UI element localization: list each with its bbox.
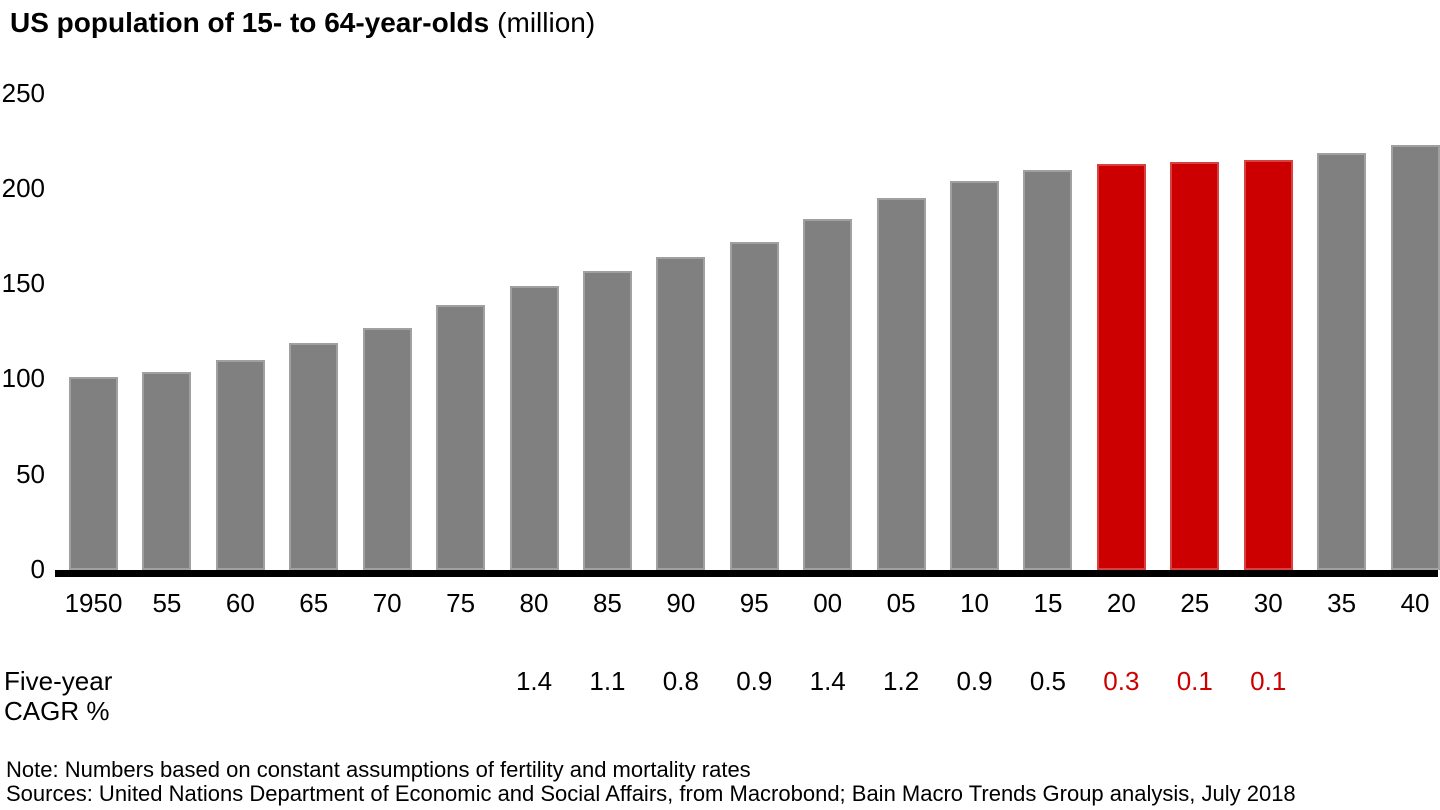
note-text: Note: Numbers based on constant assumpti…: [6, 757, 751, 782]
bar-70: [362, 327, 412, 570]
bar-15: [1023, 169, 1073, 570]
x-axis-line: [55, 570, 1438, 577]
bar-85: [582, 270, 632, 570]
x-axis-label-95: 95: [739, 588, 769, 618]
x-axis-label-60: 60: [225, 588, 255, 618]
y-axis-tick-label: 200: [1, 172, 45, 203]
cagr-row-label-line1: Five-year: [4, 666, 113, 696]
y-axis-tick-label: 250: [1, 77, 45, 108]
bar-40: [1390, 144, 1440, 570]
y-axis-tick-label: 50: [16, 458, 45, 489]
x-axis-label-65: 65: [299, 588, 329, 618]
x-axis-label-10: 10: [960, 588, 989, 618]
bar-25: [1170, 162, 1220, 570]
bar-20: [1096, 164, 1146, 570]
x-axis-label-20: 20: [1106, 588, 1136, 618]
bar-35: [1317, 152, 1367, 570]
x-axis-label-90: 90: [666, 588, 696, 618]
bar-10: [950, 181, 1000, 570]
x-axis-label-15: 15: [1033, 588, 1063, 618]
bar-05: [876, 198, 926, 570]
x-axis-label-30: 30: [1253, 588, 1283, 618]
bar-30: [1243, 160, 1293, 570]
x-axis-label-35: 35: [1327, 588, 1357, 618]
bar-75: [436, 305, 486, 570]
cagr-value-95: 0.9: [736, 666, 773, 696]
bar-95: [729, 242, 779, 570]
bar-90: [656, 257, 706, 570]
y-axis-tick-label: 100: [1, 363, 45, 394]
sources-text: Sources: United Nations Department of Ec…: [6, 781, 1296, 806]
cagr-row-label: Five-year CAGR %: [4, 666, 112, 726]
chart-title-main: US population of 15- to 64-year-olds: [10, 7, 490, 38]
x-axis-label-1950: 1950: [64, 588, 123, 618]
bar-1950: [69, 377, 118, 570]
chart-title: US population of 15- to 64-year-olds (mil…: [10, 6, 595, 40]
bar-60: [215, 360, 265, 570]
cagr-value-90: 0.8: [662, 666, 699, 696]
x-axis-label-55: 55: [152, 588, 182, 618]
bar-80: [509, 286, 559, 570]
x-axis-label-40: 40: [1400, 588, 1430, 618]
x-axis-label-05: 05: [886, 588, 916, 618]
cagr-value-30: 0.1: [1250, 666, 1287, 696]
cagr-value-80: 1.4: [515, 666, 553, 696]
cagr-value-85: 1.1: [589, 666, 626, 696]
x-axis-label-80: 80: [519, 588, 549, 618]
y-axis-tick-label: 0: [30, 554, 45, 584]
cagr-value-15: 0.5: [1029, 666, 1067, 696]
cagr-value-05: 1.2: [883, 666, 920, 696]
x-axis-label-85: 85: [592, 588, 622, 618]
x-axis-label-70: 70: [372, 588, 402, 618]
cagr-value-00: 1.4: [809, 666, 846, 696]
bar-55: [142, 371, 192, 570]
chart-title-unit: (million): [497, 7, 596, 38]
x-axis-label-00: 00: [813, 588, 843, 618]
x-axis-label-25: 25: [1180, 588, 1210, 618]
cagr-row-label-line2: CAGR %: [4, 696, 110, 726]
cagr-value-10: 0.9: [956, 666, 993, 696]
cagr-value-25: 0.1: [1176, 666, 1213, 696]
y-axis-tick-label: 150: [1, 268, 45, 299]
x-axis-label-75: 75: [446, 588, 476, 618]
cagr-value-20: 0.3: [1103, 666, 1140, 696]
bar-00: [803, 219, 853, 570]
bar-65: [289, 343, 339, 570]
